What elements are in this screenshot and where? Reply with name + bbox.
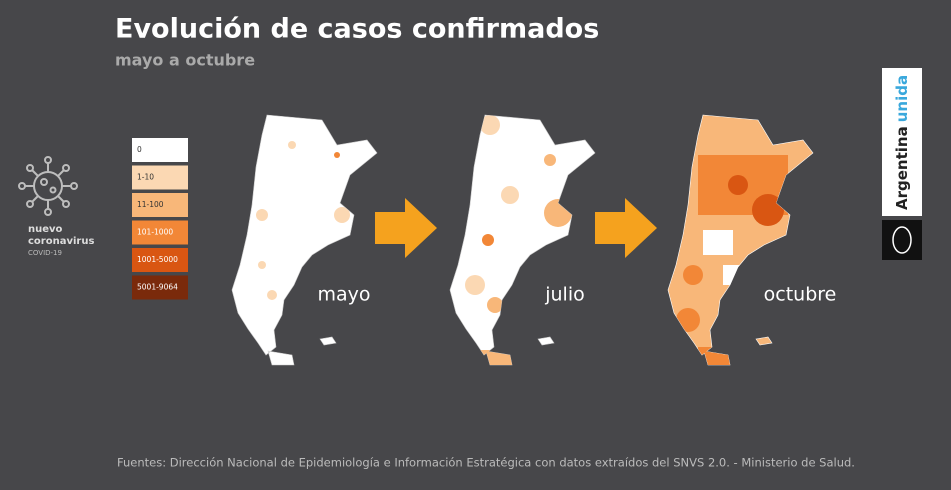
legend-label: 11-100 [137, 200, 164, 209]
legend-label: 101-1000 [137, 228, 173, 237]
legend-swatch [132, 193, 188, 217]
arrow [595, 198, 657, 258]
brand-box [882, 68, 922, 216]
legend-label: 0 [137, 145, 142, 154]
map-label: julio [544, 284, 585, 306]
map-mayo [231, 114, 378, 366]
legend-label: 1-10 [137, 173, 154, 182]
map-label: octubre [764, 284, 837, 306]
legend-label: 5001-9064 [137, 283, 178, 292]
legend-swatch [132, 275, 188, 300]
legend-label: 1001-5000 [137, 255, 178, 264]
logo-text: COVID-19 [28, 249, 62, 257]
map-octubre [667, 114, 814, 366]
map-label: mayo [317, 284, 370, 306]
logo-text: nuevo [28, 224, 63, 235]
map-julio [449, 114, 596, 366]
subtitle: mayo a octubre [115, 51, 255, 70]
legend-swatch [132, 248, 188, 272]
arrow [375, 198, 437, 258]
emblem [882, 220, 922, 260]
legend-swatch [132, 220, 188, 245]
brand-word: unida [893, 75, 911, 122]
legend-swatch [132, 165, 188, 190]
brand-text: Argentina unida [893, 75, 911, 210]
footer: Fuentes: Dirección Nacional de Epidemiol… [117, 456, 855, 470]
title: Evolución de casos confirmados [115, 14, 599, 45]
logo-text: coronavirus [28, 236, 94, 247]
virus-icon [18, 156, 78, 216]
legend-swatch [132, 138, 188, 162]
brand-word: Argentina [893, 126, 911, 210]
legend: 0 1-10 11-100 101-1000 1001-5000 5001-9064 [132, 138, 188, 300]
emblem-shape [892, 226, 912, 254]
